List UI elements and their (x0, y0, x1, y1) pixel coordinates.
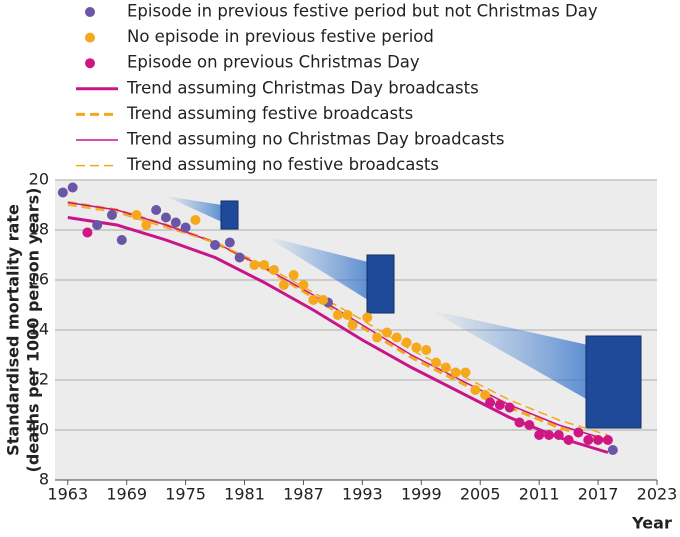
point (573, 427, 584, 438)
point (381, 327, 392, 338)
decorations (165, 196, 642, 429)
x-tick-label: 1999 (401, 485, 442, 504)
point (106, 210, 117, 220)
point (190, 215, 201, 225)
legend-marker (85, 7, 95, 17)
point (234, 252, 245, 263)
x-tick-label: 1963 (47, 485, 88, 504)
police-box (366, 254, 395, 314)
legend-label: Trend assuming Christmas Day broadcasts (126, 78, 479, 97)
legend-label: Trend assuming no Christmas Day broadcas… (126, 130, 504, 149)
point (268, 265, 279, 275)
point (480, 390, 491, 400)
point (431, 357, 442, 368)
point (141, 220, 152, 230)
streak (165, 196, 222, 222)
police-box (585, 335, 642, 429)
point (151, 205, 162, 215)
point (534, 430, 545, 440)
point (563, 435, 574, 445)
x-tick-label: 2017 (578, 485, 619, 504)
point (318, 295, 329, 305)
point (67, 182, 78, 193)
point (524, 420, 535, 430)
point (607, 445, 618, 455)
x-tick-label: 2023 (637, 485, 678, 504)
point (470, 385, 481, 395)
legend-label: Episode on previous Christmas Day (127, 53, 420, 72)
point (342, 310, 353, 320)
point (460, 367, 471, 378)
point (332, 310, 343, 320)
x-tick-label: 1981 (224, 485, 265, 504)
point (543, 430, 554, 440)
point (421, 345, 432, 355)
y-tick-label: 16 (29, 270, 49, 289)
point (288, 270, 299, 280)
point (92, 220, 103, 230)
point (82, 227, 93, 238)
x-tick-label: 1993 (342, 485, 383, 504)
point (602, 435, 613, 445)
point (593, 435, 604, 445)
point (131, 210, 142, 220)
point (553, 430, 564, 440)
y-tick-label: 12 (29, 370, 49, 389)
streak (265, 236, 368, 300)
streak (430, 310, 588, 400)
legend-label: Trend assuming festive broadcasts (126, 104, 413, 123)
point (391, 332, 402, 343)
point (170, 217, 181, 228)
point (583, 435, 594, 445)
trend-line (67, 201, 609, 441)
point (210, 240, 221, 250)
point (411, 342, 422, 353)
trend-line (67, 204, 609, 436)
point (308, 295, 319, 305)
point (224, 237, 235, 248)
point (494, 400, 505, 410)
point (347, 320, 358, 330)
point (450, 367, 461, 378)
y-tick-label: 20 (29, 170, 49, 189)
x-tick-label: 1969 (106, 485, 147, 504)
point (485, 397, 496, 408)
point (504, 402, 515, 413)
point (180, 222, 191, 233)
y-tick-label: 10 (29, 420, 49, 439)
point (298, 280, 309, 290)
legend-marker (85, 32, 95, 43)
point (278, 280, 289, 290)
y-tick-label: 14 (29, 320, 49, 339)
point (160, 212, 171, 223)
point (440, 362, 451, 373)
police-box (220, 200, 239, 230)
legend-label: Episode in previous festive period but n… (127, 2, 598, 21)
point (116, 235, 127, 245)
x-axis-label: Year (631, 514, 672, 533)
point (57, 187, 68, 198)
legend-label: No episode in previous festive period (127, 27, 434, 46)
plot (57, 182, 618, 455)
point (259, 260, 270, 270)
x-tick-label: 1987 (283, 485, 324, 504)
point (401, 337, 412, 348)
legend-label: Trend assuming no festive broadcasts (126, 155, 439, 174)
point (514, 417, 525, 428)
x-tick-label: 2011 (519, 485, 560, 504)
point (249, 260, 260, 270)
y-axis-label: (deaths per 1000 person years) (24, 188, 43, 473)
y-tick-label: 18 (29, 220, 49, 239)
y-tick-label: 8 (39, 470, 49, 489)
point (362, 312, 373, 323)
point (372, 332, 383, 343)
legend: Episode in previous festive period but n… (76, 2, 598, 174)
x-tick-label: 2005 (460, 485, 501, 504)
x-tick-label: 1975 (165, 485, 206, 504)
legend-marker (85, 58, 95, 69)
grid: 8 10 12 14 16 18 20 1963 1969 1975 1981 1987 1993 199… (29, 170, 678, 504)
y-axis-label: Standardised mortality rate (4, 204, 23, 456)
